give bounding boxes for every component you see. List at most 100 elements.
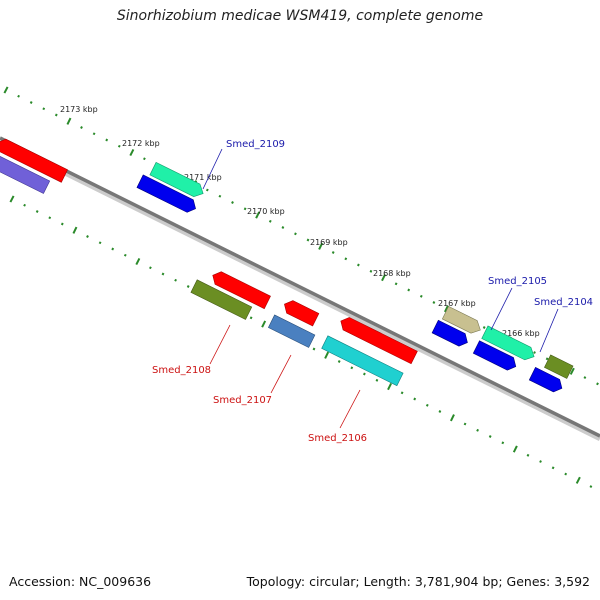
tick-mark: [589, 485, 593, 488]
tick-mark: [450, 414, 455, 422]
gene-arrow-smed-2108[interactable]: [190, 279, 253, 320]
tick-mark: [92, 132, 96, 136]
map-title: Sinorhizobium medicae WSM419, complete g…: [116, 8, 484, 24]
tick-mark: [331, 251, 335, 254]
kbp-label-2171: 2171 kbp: [184, 173, 222, 182]
leader-smed-2108: [209, 324, 231, 365]
tick-mark: [488, 435, 492, 438]
tick-mark: [438, 410, 442, 413]
tick-mark: [324, 351, 330, 359]
tick-mark: [3, 86, 9, 94]
backbone-shadow: [0, 138, 600, 441]
tick-mark: [306, 238, 310, 242]
tick-mark: [463, 422, 467, 426]
tick-mark: [66, 117, 72, 125]
tick-mark: [413, 397, 417, 401]
genome-summary-text: Topology: circular; Length: 3,781,904 bp…: [246, 574, 590, 589]
tick-mark: [123, 253, 127, 257]
gene-arrow-forward-blue-a[interactable]: [136, 174, 199, 215]
gene-arrow-smed-2105[interactable]: [441, 305, 483, 336]
tick-mark: [425, 403, 429, 407]
gene-arrow-reverse[interactable]: [0, 136, 68, 183]
tick-mark: [369, 269, 373, 273]
tick-mark: [111, 247, 115, 251]
tick-mark: [17, 94, 20, 98]
gene-arrow-forward-edge[interactable]: [544, 354, 574, 379]
kbp-label-2169: 2169 kbp: [310, 238, 348, 247]
tick-mark: [482, 326, 486, 329]
tick-mark: [444, 305, 449, 313]
tick-mark: [539, 460, 542, 463]
gene-label-smed-2107[interactable]: Smed_2107: [213, 395, 272, 406]
tick-mark: [218, 194, 222, 198]
tick-mark: [29, 101, 33, 104]
tick-mark: [60, 222, 64, 226]
backbone-line: [0, 136, 600, 438]
tick-mark: [551, 466, 555, 470]
tick-mark: [261, 320, 267, 328]
tick-mark: [205, 188, 209, 192]
gene-label-smed-2109[interactable]: Smed_2109: [226, 139, 285, 150]
tick-mark: [268, 219, 272, 223]
kbp-label-2170: 2170 kbp: [247, 207, 285, 216]
tick-mark: [231, 201, 234, 204]
accession-text: Accession: NC_009636: [9, 574, 152, 589]
gene-arrow-smed-2107[interactable]: [267, 314, 316, 348]
gene-label-smed-2108[interactable]: Smed_2108: [152, 365, 211, 376]
gene-arrow-reverse-red-a[interactable]: [210, 269, 271, 310]
tick-mark: [174, 278, 177, 282]
kbp-label-2173: 2173 kbp: [60, 105, 98, 114]
tick-mark: [281, 226, 285, 229]
tick-mark: [337, 360, 341, 363]
gene-arrow-reverse-red-b[interactable]: [281, 298, 320, 327]
kbp-label-2167: 2167 kbp: [438, 299, 476, 308]
tick-mark: [249, 316, 253, 320]
gene-arrow-forward-blue-d[interactable]: [528, 367, 565, 394]
gene-arrow-smed-2106[interactable]: [321, 335, 404, 387]
tick-mark: [105, 138, 109, 142]
tick-mark: [512, 445, 518, 453]
gene-arrow-smed-2109[interactable]: [149, 161, 206, 199]
tick-mark: [149, 266, 152, 270]
tick-mark: [255, 211, 261, 219]
leader-smed-2104: [539, 308, 559, 353]
tick-mark: [23, 203, 26, 207]
tick-mark: [545, 357, 549, 361]
gene-label-smed-2105[interactable]: Smed_2105: [488, 276, 547, 287]
tick-mark: [357, 263, 360, 267]
gene-arrow-smed-2104[interactable]: [481, 325, 537, 363]
gene-arrow-forward-blue-c[interactable]: [472, 340, 519, 373]
tick-mark: [117, 144, 121, 148]
gene-arrow-reverse-red-c[interactable]: [338, 315, 418, 365]
kbp-label-2166: 2166 kbp: [502, 329, 540, 338]
kbp-label-2168: 2168 kbp: [373, 269, 411, 278]
tick-mark: [575, 476, 581, 484]
tick-mark: [387, 382, 392, 391]
tick-mark: [526, 453, 530, 457]
tick-mark: [98, 241, 102, 245]
gene-label-smed-2106[interactable]: Smed_2106: [308, 433, 367, 444]
tick-mark: [48, 216, 52, 220]
tick-mark: [35, 210, 39, 213]
tick-mark: [54, 113, 58, 117]
tick-mark: [400, 391, 404, 395]
tick-mark: [564, 472, 568, 476]
tick-mark: [407, 288, 411, 292]
tick-mark: [419, 294, 423, 298]
tick-mark: [501, 441, 505, 445]
tick-mark: [569, 367, 575, 375]
tick-mark: [596, 382, 599, 386]
gene-arrow-forward-blue-b[interactable]: [431, 319, 470, 349]
tick-mark: [9, 195, 15, 203]
tick-mark: [318, 242, 324, 250]
tick-mark: [381, 273, 386, 282]
tick-mark: [80, 126, 83, 129]
tick-mark: [533, 351, 536, 354]
leader-smed-2109: [202, 148, 223, 190]
tick-mark: [72, 226, 78, 234]
tick-mark: [344, 257, 348, 261]
gene-label-smed-2104[interactable]: Smed_2104: [534, 297, 593, 308]
gene-arrow-reverse-violet[interactable]: [0, 149, 51, 194]
leader-smed-2106: [339, 389, 361, 429]
